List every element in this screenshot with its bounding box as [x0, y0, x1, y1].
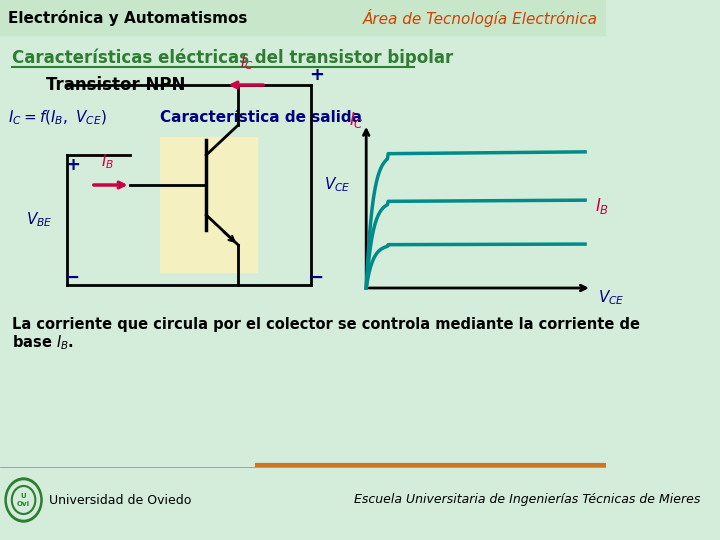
Text: −: −	[308, 267, 325, 287]
Text: U
Ovi: U Ovi	[17, 494, 30, 507]
Circle shape	[5, 478, 42, 522]
Bar	[0, 0, 606, 35]
Text: $V_{CE}$: $V_{CE}$	[598, 289, 624, 307]
Text: $I_C$: $I_C$	[348, 110, 364, 130]
Text: La corriente que circula por el colector se controla mediante la corriente de: La corriente que circula por el colector…	[12, 318, 640, 333]
Text: Escuela Universitaria de Ingenierías Técnicas de Mieres: Escuela Universitaria de Ingenierías Téc…	[354, 494, 700, 507]
Text: Área de Tecnología Electrónica: Área de Tecnología Electrónica	[363, 9, 598, 27]
Text: −: −	[64, 267, 81, 287]
Text: $I_B$: $I_B$	[102, 152, 114, 171]
Text: +: +	[65, 156, 80, 174]
Bar	[160, 137, 257, 272]
Text: Universidad de Oviedo: Universidad de Oviedo	[49, 494, 192, 507]
Text: +: +	[309, 66, 324, 84]
Text: Característica de salida: Característica de salida	[160, 111, 362, 125]
Text: $I_C$: $I_C$	[240, 53, 253, 72]
Circle shape	[8, 481, 40, 519]
Text: Transistor NPN: Transistor NPN	[46, 76, 186, 94]
Text: $V_{CE}$: $V_{CE}$	[324, 176, 351, 194]
Text: Electrónica y Automatismos: Electrónica y Automatismos	[9, 10, 248, 26]
Text: base $I_B$.: base $I_B$.	[12, 334, 73, 352]
Text: $V_{BE}$: $V_{BE}$	[26, 211, 52, 229]
Text: $I_C = f(I_B,\ V_{CE})$: $I_C = f(I_B,\ V_{CE})$	[9, 109, 107, 127]
Text: Características eléctricas del transistor bipolar: Características eléctricas del transisto…	[12, 49, 453, 68]
Text: $I_B$: $I_B$	[595, 196, 609, 216]
